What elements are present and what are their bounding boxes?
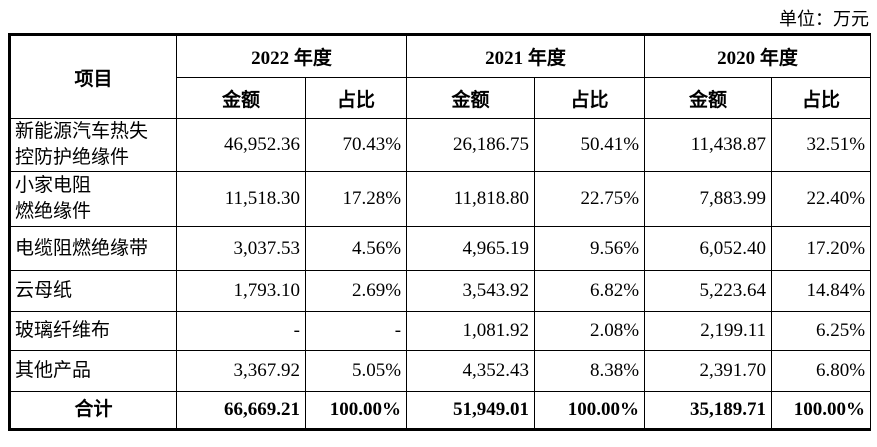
cell-ratio-2021: 6.82% xyxy=(534,270,646,312)
cell-amount-2021: 11,818.80 xyxy=(406,171,536,227)
year-header-2022: 2022 年度 xyxy=(175,34,408,78)
cell-amount-2022: - xyxy=(176,311,306,351)
cell-amount-2021: 1,081.92 xyxy=(406,311,536,351)
revenue-breakdown-table: 项目 2022 年度 2021 年度 2020 年度 金额 占比 金额 占比 金… xyxy=(8,33,872,431)
cell-amount-2022: 46,952.36 xyxy=(176,118,306,172)
cell-amount-2021: 4,352.43 xyxy=(406,350,536,392)
table-header-row-years: 项目 2022 年度 2021 年度 2020 年度 xyxy=(9,34,872,119)
cell-ratio-2022: 5.05% xyxy=(304,350,408,392)
cell-ratio-2020: 6.80% xyxy=(771,350,872,392)
year-header-2020: 2020 年度 xyxy=(644,34,872,78)
table-row: 小家电阻 燃绝缘件 11,518.30 17.28% 11,818.80 22.… xyxy=(9,171,872,227)
cell-ratio-2020: 22.40% xyxy=(771,171,872,227)
row-item-label: 新能源汽车热失 控防护绝缘件 xyxy=(9,118,177,172)
table-row: 新能源汽车热失 控防护绝缘件 46,952.36 70.43% 26,186.7… xyxy=(9,118,872,172)
cell-ratio-2020: 32.51% xyxy=(771,118,872,172)
cell-amount-2020: 2,199.11 xyxy=(644,311,773,351)
cell-amount-2021: 4,965.19 xyxy=(406,226,536,271)
subheader-amount-2020: 金额 xyxy=(644,77,773,119)
cell-amount-2022: 1,793.10 xyxy=(176,270,306,312)
cell-ratio-2021: 8.38% xyxy=(534,350,646,392)
cell-ratio-2021: 9.56% xyxy=(534,226,646,271)
table-row: 云母纸 1,793.10 2.69% 3,543.92 6.82% 5,223.… xyxy=(9,270,872,312)
cell-amount-2022: 3,367.92 xyxy=(176,350,306,392)
row-item-label: 玻璃纤维布 xyxy=(9,311,177,351)
cell-amount-2020: 6,052.40 xyxy=(644,226,773,271)
cell-ratio-2021: 22.75% xyxy=(534,171,646,227)
cell-ratio-2022: 70.43% xyxy=(304,118,408,172)
subheader-ratio-2020: 占比 xyxy=(771,77,872,119)
column-header-item: 项目 xyxy=(9,34,177,119)
total-amount-2020: 35,189.71 xyxy=(644,391,773,430)
total-amount-2021: 51,949.01 xyxy=(406,391,536,430)
subheader-ratio-2022: 占比 xyxy=(304,77,408,119)
total-row-label: 合计 xyxy=(9,391,177,430)
cell-ratio-2022: 17.28% xyxy=(304,171,408,227)
table-total-row: 合计 66,669.21 100.00% 51,949.01 100.00% 3… xyxy=(9,391,872,430)
total-ratio-2020: 100.00% xyxy=(771,391,872,430)
total-ratio-2021: 100.00% xyxy=(534,391,646,430)
cell-amount-2020: 11,438.87 xyxy=(644,118,773,172)
subheader-amount-2022: 金额 xyxy=(176,77,306,119)
cell-amount-2021: 3,543.92 xyxy=(406,270,536,312)
cell-ratio-2022: - xyxy=(304,311,408,351)
cell-amount-2021: 26,186.75 xyxy=(406,118,536,172)
subheader-amount-2021: 金额 xyxy=(406,77,536,119)
cell-ratio-2020: 14.84% xyxy=(771,270,872,312)
total-ratio-2022: 100.00% xyxy=(304,391,408,430)
row-item-label: 云母纸 xyxy=(9,270,177,312)
total-amount-2022: 66,669.21 xyxy=(176,391,306,430)
cell-ratio-2022: 4.56% xyxy=(304,226,408,271)
table-header-row-subcolumns: 金额 占比 金额 占比 金额 占比 xyxy=(10,77,872,119)
cell-ratio-2021: 50.41% xyxy=(534,118,646,172)
table-row: 其他产品 3,367.92 5.05% 4,352.43 8.38% 2,391… xyxy=(9,350,872,392)
cell-amount-2020: 2,391.70 xyxy=(644,350,773,392)
subheader-ratio-2021: 占比 xyxy=(534,77,646,119)
table-row: 玻璃纤维布 - - 1,081.92 2.08% 2,199.11 6.25% xyxy=(9,311,872,351)
cell-amount-2020: 5,223.64 xyxy=(644,270,773,312)
table-row: 电缆阻燃绝缘带 3,037.53 4.56% 4,965.19 9.56% 6,… xyxy=(9,226,872,271)
cell-amount-2020: 7,883.99 xyxy=(644,171,773,227)
cell-amount-2022: 3,037.53 xyxy=(176,226,306,271)
cell-ratio-2020: 17.20% xyxy=(771,226,872,271)
row-item-label: 电缆阻燃绝缘带 xyxy=(9,226,177,271)
cell-amount-2022: 11,518.30 xyxy=(176,171,306,227)
year-header-2021: 2021 年度 xyxy=(406,34,646,78)
row-item-label: 小家电阻 燃绝缘件 xyxy=(9,171,177,227)
cell-ratio-2022: 2.69% xyxy=(304,270,408,312)
cell-ratio-2021: 2.08% xyxy=(534,311,646,351)
cell-ratio-2020: 6.25% xyxy=(771,311,872,351)
unit-label: 单位：万元 xyxy=(779,9,869,29)
row-item-label: 其他产品 xyxy=(9,350,177,392)
